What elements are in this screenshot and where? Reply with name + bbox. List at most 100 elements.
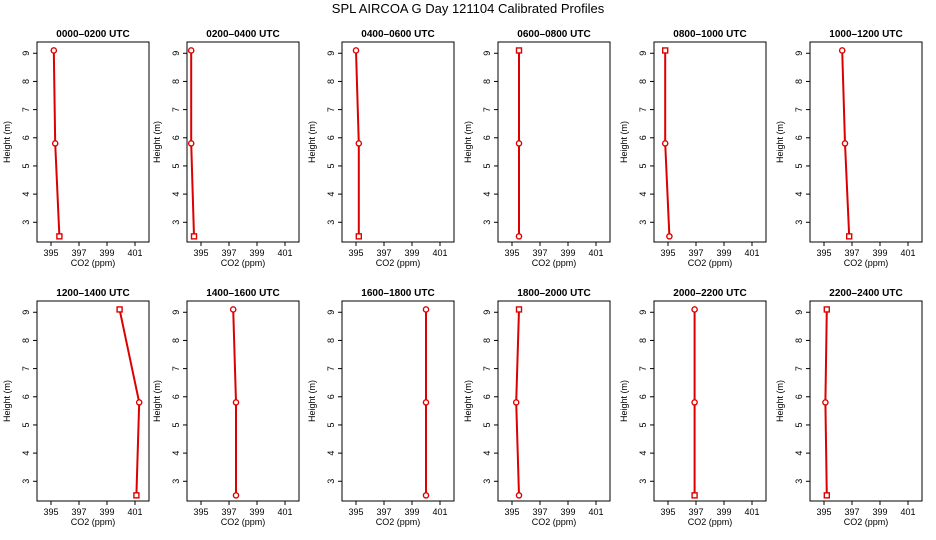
x-tick-label: 395 (348, 248, 363, 258)
data-point (823, 306, 830, 313)
data-point (187, 140, 195, 147)
data-point (232, 492, 240, 499)
x-axis-label: CO2 (ppm) (844, 258, 889, 268)
x-tick-label: 397 (221, 248, 236, 258)
y-tick-label: 9 (171, 310, 181, 315)
plot-frame (497, 300, 611, 502)
plot-frame (341, 41, 455, 243)
profile-panel: 0200–0400 UTC 395 397 399 401 CO2 (ppm) 3 4 5 6 7 8… (152, 29, 300, 268)
profile-panel: 0600–0800 UTC 395 397 399 401 CO2 (ppm) 3 4 5 6 7 8… (463, 29, 611, 268)
y-tick-label: 5 (482, 422, 492, 427)
y-tick-label: 9 (326, 51, 336, 56)
data-point (823, 492, 830, 499)
y-axis-label: Height (m) (619, 121, 629, 163)
y-axis-label: Height (m) (307, 380, 317, 422)
y-tick-label: 9 (638, 310, 648, 315)
y-tick-label: 9 (326, 310, 336, 315)
x-tick-label: 395 (43, 248, 58, 258)
y-tick-label: 3 (326, 220, 336, 225)
y-tick-label: 5 (326, 163, 336, 168)
plot-frame (497, 41, 611, 243)
y-tick-label: 8 (794, 79, 804, 84)
figure-title: SPL AIRCOA G Day 121104 Calibrated Profi… (332, 1, 605, 16)
panel-title: 1400–1600 UTC (206, 288, 279, 299)
x-tick-label: 399 (872, 248, 887, 258)
x-tick-label: 399 (872, 507, 887, 517)
x-axis-label: CO2 (ppm) (532, 517, 577, 527)
x-tick-label: 395 (816, 248, 831, 258)
y-tick-label: 7 (638, 366, 648, 371)
x-axis-label: CO2 (ppm) (71, 517, 116, 527)
y-tick-label: 7 (794, 366, 804, 371)
x-tick-label: 401 (744, 507, 759, 517)
x-axis-label: CO2 (ppm) (844, 517, 889, 527)
data-point (515, 233, 523, 240)
data-point (50, 47, 58, 54)
y-axis-label: Height (m) (152, 380, 162, 422)
y-tick-label: 7 (482, 366, 492, 371)
profile-panel: 0800–1000 UTC 395 397 399 401 CO2 (ppm) 3 4 5 6 7 8… (619, 29, 767, 268)
y-tick-label: 6 (794, 135, 804, 140)
x-tick-label: 399 (560, 248, 575, 258)
y-tick-label: 9 (482, 310, 492, 315)
data-point (691, 492, 698, 499)
data-point (352, 47, 360, 54)
data-point (515, 492, 523, 499)
y-tick-label: 4 (21, 192, 31, 197)
y-tick-label: 6 (171, 394, 181, 399)
y-axis-label: Height (m) (2, 121, 12, 163)
y-tick-label: 9 (21, 51, 31, 56)
x-tick-label: 397 (532, 507, 547, 517)
y-tick-label: 6 (482, 135, 492, 140)
profile-panel: 1600–1800 UTC 395 397 399 401 CO2 (ppm) 3 4 5 6 7 8… (307, 288, 455, 527)
y-tick-label: 8 (794, 338, 804, 343)
y-tick-label: 6 (171, 135, 181, 140)
y-tick-label: 6 (326, 394, 336, 399)
y-axis-label: Height (m) (775, 121, 785, 163)
panel-title: 0200–0400 UTC (206, 29, 279, 40)
x-tick-label: 395 (816, 507, 831, 517)
y-tick-label: 9 (482, 51, 492, 56)
profile-panel: 0400–0600 UTC 395 397 399 401 CO2 (ppm) 3 4 5 6 7 8… (307, 29, 455, 268)
data-point (51, 140, 59, 147)
profile-panel: 2200–2400 UTC 395 397 399 401 CO2 (ppm) 3 4 5 6 7 8… (775, 288, 923, 527)
y-tick-label: 7 (21, 366, 31, 371)
x-tick-label: 401 (744, 248, 759, 258)
y-tick-label: 5 (482, 163, 492, 168)
data-point (515, 140, 523, 147)
y-tick-label: 6 (21, 394, 31, 399)
y-tick-label: 9 (21, 310, 31, 315)
y-tick-label: 8 (482, 338, 492, 343)
x-axis-label: CO2 (ppm) (688, 258, 733, 268)
x-tick-label: 401 (900, 507, 915, 517)
x-tick-label: 401 (277, 248, 292, 258)
plot-frame (186, 41, 300, 243)
y-tick-label: 5 (638, 422, 648, 427)
plot-frame (36, 41, 150, 243)
x-tick-label: 395 (660, 507, 675, 517)
data-point (822, 399, 829, 406)
x-tick-label: 395 (504, 248, 519, 258)
x-tick-label: 401 (277, 507, 292, 517)
x-tick-label: 397 (71, 507, 86, 517)
y-tick-label: 8 (171, 79, 181, 84)
profile-panel: 1200–1400 UTC 395 397 399 401 CO2 (ppm) 3 4 5 6 7 8… (2, 288, 150, 527)
x-tick-label: 401 (127, 507, 142, 517)
x-tick-label: 395 (504, 507, 519, 517)
data-point (116, 306, 123, 313)
data-point (841, 140, 849, 147)
plot-frame (36, 300, 150, 502)
x-tick-label: 395 (660, 248, 675, 258)
data-point (422, 306, 430, 313)
y-axis-label: Height (m) (775, 380, 785, 422)
y-tick-label: 5 (171, 163, 181, 168)
x-tick-label: 395 (43, 507, 58, 517)
x-tick-label: 401 (432, 248, 447, 258)
y-tick-label: 4 (638, 192, 648, 197)
x-tick-label: 399 (716, 248, 731, 258)
y-axis-label: Height (m) (463, 121, 473, 163)
x-tick-label: 397 (688, 507, 703, 517)
x-tick-label: 399 (99, 507, 114, 517)
data-point (135, 399, 143, 406)
